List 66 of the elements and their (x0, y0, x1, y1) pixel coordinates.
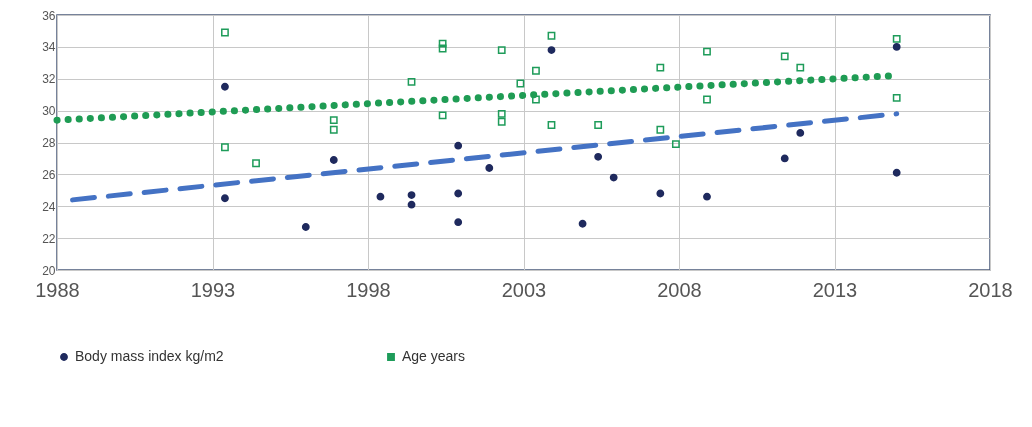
point (454, 189, 463, 198)
point (656, 189, 665, 198)
point (252, 159, 260, 168)
point (532, 95, 540, 104)
point (703, 95, 711, 104)
y-tick-label: 34 (42, 40, 56, 55)
legend-label: Body mass index kg/m2 (75, 348, 224, 364)
x-tick-label: 2008 (657, 278, 702, 301)
point (780, 154, 789, 163)
point (497, 117, 506, 126)
point (892, 168, 901, 177)
point (656, 63, 665, 72)
point (438, 111, 447, 120)
point (547, 31, 556, 40)
point (892, 34, 901, 43)
point (407, 78, 416, 86)
point (407, 191, 416, 199)
point (497, 109, 506, 118)
point (892, 42, 901, 51)
x-tick-label: 1993 (190, 278, 236, 301)
point (221, 143, 229, 152)
point (485, 164, 494, 172)
point (454, 218, 463, 227)
point (454, 141, 463, 150)
point (780, 52, 789, 61)
point (578, 219, 587, 228)
point (532, 66, 540, 75)
point (547, 46, 556, 54)
y-tick-label: 28 (42, 136, 56, 150)
x-tick-label: 1998 (346, 278, 391, 301)
point (796, 129, 805, 137)
y-tick-label: 26 (42, 167, 56, 182)
point (301, 223, 310, 231)
y-tick-label: 22 (42, 231, 56, 246)
legend-label: Age years (402, 348, 466, 364)
x-tick-label: 2013 (812, 278, 858, 301)
y-tick-label: 32 (42, 72, 56, 87)
x-tick-label: 1988 (35, 278, 80, 301)
y-tick-label: 20 (42, 263, 56, 278)
y-tick-label: 36 (42, 8, 56, 23)
point (547, 121, 556, 129)
point (609, 173, 618, 182)
point (329, 125, 338, 134)
point (329, 156, 338, 164)
point (497, 46, 506, 54)
point (796, 63, 805, 72)
point (671, 140, 680, 149)
point (407, 200, 416, 209)
point (438, 44, 447, 53)
point (438, 39, 447, 48)
x-tick-label: 2018 (968, 278, 1013, 301)
point (594, 152, 603, 161)
point (329, 116, 338, 125)
point (221, 194, 229, 203)
point (892, 93, 901, 102)
point (703, 47, 711, 56)
point (221, 82, 229, 91)
point (656, 125, 665, 134)
point (376, 192, 385, 201)
point (703, 192, 711, 201)
x-tick-label: 2003 (501, 278, 547, 301)
point (594, 121, 603, 129)
y-tick-label: 24 (42, 199, 56, 214)
y-tick-label: 30 (42, 104, 56, 119)
point (221, 28, 229, 37)
point (516, 79, 525, 88)
